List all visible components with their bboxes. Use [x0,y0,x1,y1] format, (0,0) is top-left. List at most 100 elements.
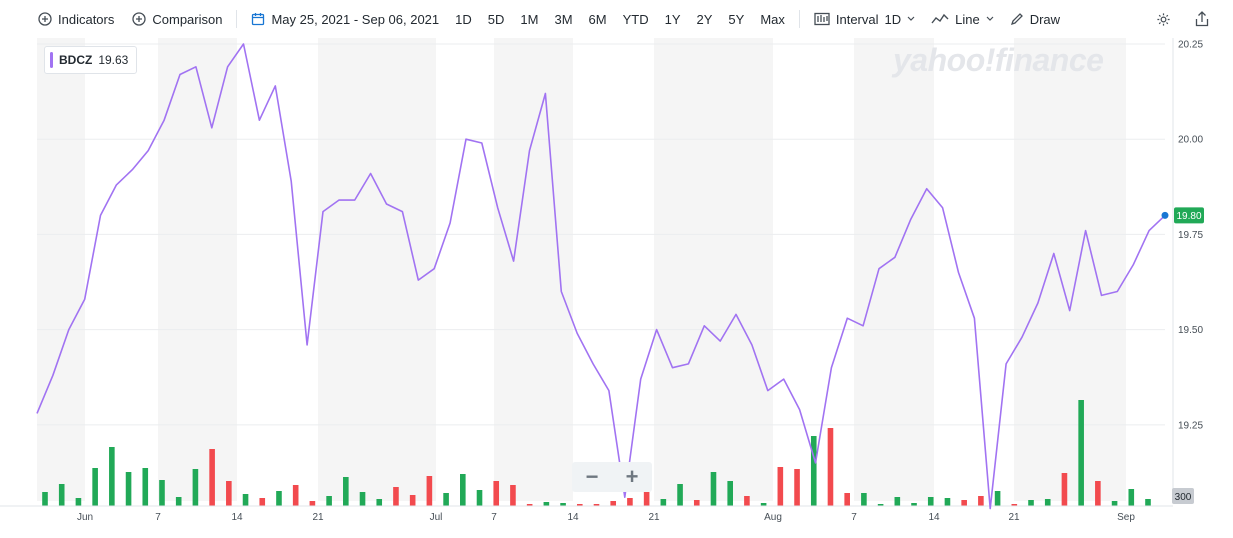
toolbar-divider [236,10,238,28]
range-button-5d[interactable]: 5D [487,11,505,27]
volume-scale-text: 300 [1175,492,1192,503]
legend-value: 19.63 [98,53,129,67]
volume-bar [927,497,934,506]
range-button-3m[interactable]: 3M [554,11,573,27]
chart-type-label: Line [955,11,980,27]
volume-bar [894,497,901,506]
interval-dropdown[interactable]: Interval 1D [806,0,923,38]
volume-bar [1028,500,1034,506]
zoom-out-button[interactable]: − [585,464,599,489]
volume-bar [343,477,349,506]
x-tick-label: Jun [77,512,93,523]
chevron-down-icon [986,16,994,22]
volume-bar [727,481,733,506]
volume-bar [861,493,867,506]
range-button-6m[interactable]: 6M [588,11,607,27]
volume-bar [593,504,600,506]
date-range-button[interactable]: May 25, 2021 - Sep 06, 2021 [243,0,447,38]
range-button-2y[interactable]: 2Y [696,11,713,27]
calendar-icon [251,12,265,26]
x-tick-label: 7 [491,512,497,523]
volume-bar [292,485,299,506]
volume-bar [978,496,984,506]
volume-bars [42,400,1151,506]
range-button-1m[interactable]: 1M [520,11,539,27]
y-tick-label: 20.00 [1178,135,1203,146]
volume-bar [426,476,433,506]
yahoo-finance-watermark: yahoo!finance [893,42,1104,78]
volume-bar [1011,504,1018,506]
volume-bar [159,480,165,506]
volume-bar [510,485,516,506]
x-tick-label: 7 [851,512,857,523]
volume-bar [1128,489,1135,506]
grid-lines [37,43,1165,426]
volume-bar [760,503,767,506]
volume-bar [944,498,951,506]
volume-bar [994,491,1001,506]
x-tick-label: Aug [764,512,782,523]
x-tick-label: 21 [648,512,660,523]
pencil-icon [1010,12,1024,26]
shaded-band [654,38,773,501]
last-price-text: 19.80 [1176,211,1201,222]
y-tick-label: 19.75 [1178,230,1203,241]
share-button[interactable] [1183,0,1233,38]
range-button-ytd[interactable]: YTD [622,11,649,27]
volume-bar [192,469,199,506]
y-tick-label: 20.25 [1178,40,1203,51]
shaded-band [494,38,573,501]
volume-bar [242,494,249,506]
candlestick-icon [814,12,830,26]
volume-bar [359,492,366,506]
comparison-label: Comparison [152,11,223,27]
price-chart[interactable]: 20.25 20.00 19.75 19.50 19.25 Jun 7 14 21 Jul 7 14… [0,38,1233,538]
volume-bar [42,492,48,506]
zoom-in-button[interactable]: + [625,464,639,489]
volume-bar [744,496,750,506]
volume-bar [827,428,834,506]
range-buttons: 1D 5D 1M 3M 6M YTD 1Y 2Y 5Y Max [447,0,793,38]
indicators-label: Indicators [58,11,115,27]
series-legend[interactable]: BDCZ 19.63 [44,46,138,74]
volume-bar [660,499,667,506]
volume-bar [610,501,617,506]
price-line [36,43,1166,510]
plus-circle-icon [38,12,52,26]
range-button-max[interactable]: Max [760,11,785,27]
volume-bar [125,472,132,506]
volume-bar [58,484,65,506]
volume-bar [576,504,583,506]
volume-bar [259,498,266,506]
settings-button[interactable] [1144,0,1183,38]
range-button-5y[interactable]: 5Y [728,11,745,27]
chart-type-dropdown[interactable]: Line [923,0,1002,38]
volume-bar [493,481,500,506]
share-icon [1195,11,1209,27]
weekend-bands [37,38,1126,501]
volume-bar [443,493,449,506]
volume-bar [810,436,817,506]
volume-bar [627,498,633,506]
volume-bar [460,474,466,506]
volume-bar [476,490,483,506]
comparison-button[interactable]: Comparison [122,0,230,38]
x-tick-label: 14 [231,512,243,523]
volume-bar [1111,501,1118,506]
shaded-band [37,38,85,501]
shaded-band [158,38,237,501]
volume-bar [643,492,650,506]
volume-bar [209,449,215,506]
plus-circle-icon [132,12,147,26]
range-button-1y[interactable]: 1Y [664,11,681,27]
zoom-control: − + [572,462,652,492]
indicators-button[interactable]: Indicators [0,0,122,38]
chevron-down-icon [907,16,915,22]
range-button-1d[interactable]: 1D [455,11,472,27]
volume-bar [560,503,566,506]
volume-bar [142,468,149,506]
volume-bar [393,487,399,506]
volume-bar [794,469,800,506]
draw-button[interactable]: Draw [1002,0,1068,38]
volume-bar [92,468,98,506]
